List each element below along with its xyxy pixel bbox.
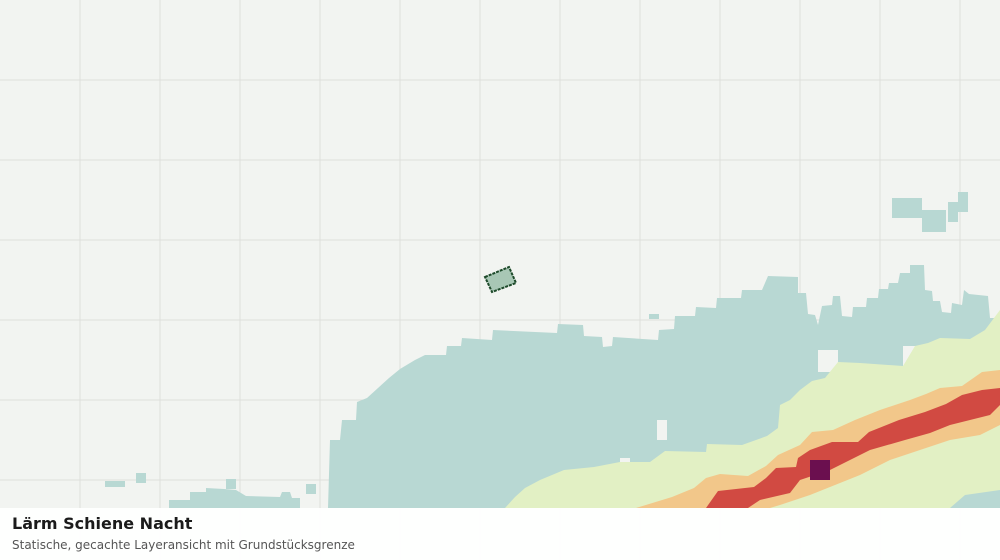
noise-zone-very-high — [706, 388, 1000, 508]
noise-zone-high — [636, 370, 1000, 508]
noise-zone-extreme — [810, 460, 830, 480]
layer-subtitle: Statische, gecachte Layeransicht mit Gru… — [12, 538, 355, 552]
layer-title: Lärm Schiene Nacht — [12, 514, 193, 533]
info-panel: Lärm Schiene Nacht Statische, gecachte L… — [0, 508, 1000, 560]
parcel-boundary[interactable] — [483, 265, 518, 294]
